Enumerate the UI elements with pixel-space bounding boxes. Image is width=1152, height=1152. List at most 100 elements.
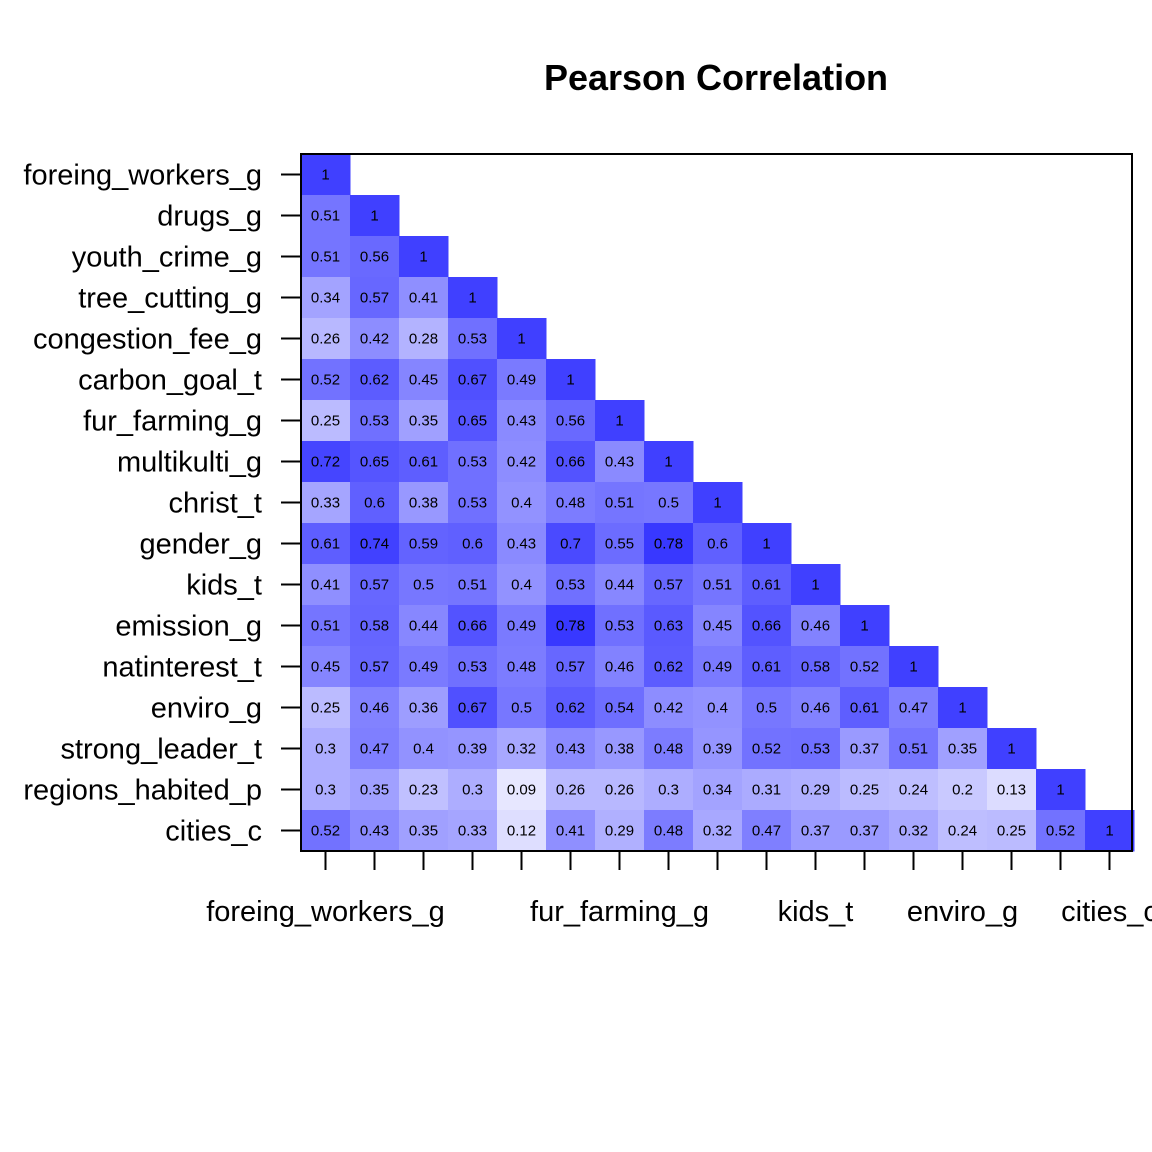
cell-value-label: 0.57	[360, 290, 389, 307]
heatmap-cell-cities_c-drugs_g	[350, 810, 400, 852]
cell-value-label: 0.53	[556, 577, 585, 594]
heatmap-cell-carbon_goal_t-drugs_g	[350, 359, 400, 401]
heatmap-cell-natinterest_t-emission_g	[840, 646, 890, 688]
cell-value-label: 0.6	[707, 536, 728, 553]
cell-value-label: 0.2	[952, 782, 973, 799]
heatmap-cell-kids_t-gender_g	[742, 564, 792, 606]
heatmap-cell-congestion_fee_g-foreing_workers_g	[301, 318, 351, 360]
heatmap-cell-enviro_g-congestion_fee_g	[497, 687, 547, 729]
heatmap-cell-youth_crime_g-foreing_workers_g	[301, 236, 351, 278]
heatmap-cell-cities_c-natinterest_t	[889, 810, 939, 852]
heatmap-cell-kids_t-youth_crime_g	[399, 564, 449, 606]
heatmap-cell-strong_leader_t-gender_g	[742, 728, 792, 770]
heatmap-cell-enviro_g-drugs_g	[350, 687, 400, 729]
heatmap-cell-enviro_g-gender_g	[742, 687, 792, 729]
heatmap-cell-cities_c-gender_g	[742, 810, 792, 852]
cell-value-label: 0.36	[409, 700, 438, 717]
x-tick-label: kids_t	[778, 896, 854, 928]
heatmap-cell-enviro_g-emission_g	[840, 687, 890, 729]
heatmap-cell-regions_habited_p-regions_habited_p	[1036, 769, 1086, 811]
heatmap-cell-strong_leader_t-multikulti_g	[644, 728, 694, 770]
cell-value-label: 0.51	[311, 618, 340, 635]
heatmap-cell-christ_t-christ_t	[693, 482, 743, 524]
heatmap-cell-enviro_g-carbon_goal_t	[546, 687, 596, 729]
cell-value-label: 0.38	[605, 741, 634, 758]
heatmap-cell-cities_c-christ_t	[693, 810, 743, 852]
y-tick-label: multikulti_g	[117, 447, 262, 479]
cell-value-label: 0.55	[605, 536, 634, 553]
heatmap-cell-cities_c-multikulti_g	[644, 810, 694, 852]
cell-value-label: 0.66	[556, 454, 585, 471]
cell-value-label: 0.42	[360, 331, 389, 348]
heatmap-cell-cities_c-enviro_g	[938, 810, 988, 852]
cell-value-label: 0.6	[462, 536, 483, 553]
cell-value-label: 0.62	[654, 659, 683, 676]
cell-value-label: 0.51	[311, 208, 340, 225]
cell-value-label: 0.66	[458, 618, 487, 635]
y-tick-label: tree_cutting_g	[78, 283, 262, 315]
heatmap-cell-regions_habited_p-youth_crime_g	[399, 769, 449, 811]
cell-value-label: 0.4	[413, 741, 434, 758]
cell-value-label: 1	[370, 208, 378, 225]
heatmap-cell-emission_g-christ_t	[693, 605, 743, 647]
cell-value-label: 1	[517, 331, 525, 348]
cell-value-label: 0.66	[752, 618, 781, 635]
y-tick-label: foreing_workers_g	[23, 160, 262, 192]
heatmap-cell-enviro_g-foreing_workers_g	[301, 687, 351, 729]
x-tick-label: fur_farming_g	[530, 896, 709, 928]
heatmap-cell-emission_g-drugs_g	[350, 605, 400, 647]
cell-value-label: 0.24	[948, 823, 977, 840]
heatmap-cell-emission_g-foreing_workers_g	[301, 605, 351, 647]
y-tick-label: regions_habited_p	[23, 775, 262, 807]
cell-value-label: 0.5	[658, 495, 679, 512]
heatmap-cell-natinterest_t-fur_farming_g	[595, 646, 645, 688]
cell-value-label: 0.49	[507, 618, 536, 635]
cell-value-label: 0.52	[752, 741, 781, 758]
cell-value-label: 0.47	[360, 741, 389, 758]
cell-value-label: 0.45	[311, 659, 340, 676]
cell-value-label: 0.54	[605, 700, 634, 717]
heatmap-cell-cities_c-cities_c	[1085, 810, 1135, 852]
cell-value-label: 0.4	[707, 700, 728, 717]
heatmap-cell-gender_g-drugs_g	[350, 523, 400, 565]
cell-value-label: 0.29	[801, 782, 830, 799]
x-tick-label: cities_c	[1061, 896, 1152, 928]
heatmap-cell-multikulti_g-fur_farming_g	[595, 441, 645, 483]
heatmap-cell-natinterest_t-tree_cutting_g	[448, 646, 498, 688]
cell-value-label: 0.41	[311, 577, 340, 594]
cell-value-label: 0.46	[801, 618, 830, 635]
cell-value-label: 0.3	[462, 782, 483, 799]
cell-value-label: 0.41	[409, 290, 438, 307]
cell-value-label: 1	[909, 659, 917, 676]
cell-value-label: 0.67	[458, 700, 487, 717]
heatmap-cell-cities_c-fur_farming_g	[595, 810, 645, 852]
heatmap-cell-regions_habited_p-emission_g	[840, 769, 890, 811]
cell-value-label: 0.53	[458, 495, 487, 512]
cell-value-label: 0.3	[658, 782, 679, 799]
y-tick-label: carbon_goal_t	[78, 365, 262, 397]
cell-value-label: 0.25	[311, 413, 340, 430]
heatmap-cell-cities_c-strong_leader_t	[987, 810, 1037, 852]
cell-value-label: 0.59	[409, 536, 438, 553]
heatmap-cell-strong_leader_t-enviro_g	[938, 728, 988, 770]
y-tick-label: cities_c	[165, 816, 262, 848]
cell-value-label: 0.52	[311, 372, 340, 389]
heatmap-cell-drugs_g-drugs_g	[350, 195, 400, 237]
heatmap-cell-strong_leader_t-drugs_g	[350, 728, 400, 770]
heatmap-cell-natinterest_t-drugs_g	[350, 646, 400, 688]
heatmap-cell-emission_g-carbon_goal_t	[546, 605, 596, 647]
heatmap-cell-multikulti_g-youth_crime_g	[399, 441, 449, 483]
heatmap-cell-cities_c-congestion_fee_g	[497, 810, 547, 852]
y-tick-label: congestion_fee_g	[33, 324, 262, 356]
cell-value-label: 0.44	[605, 577, 634, 594]
cell-value-label: 0.51	[899, 741, 928, 758]
cell-value-label: 0.44	[409, 618, 438, 635]
cell-value-label: 0.3	[315, 741, 336, 758]
heatmap-cell-enviro_g-tree_cutting_g	[448, 687, 498, 729]
cell-value-label: 0.35	[409, 413, 438, 430]
heatmap-cell-emission_g-tree_cutting_g	[448, 605, 498, 647]
cell-value-label: 1	[958, 700, 966, 717]
cell-value-label: 1	[664, 454, 672, 471]
heatmap-cell-natinterest_t-multikulti_g	[644, 646, 694, 688]
cell-value-label: 0.31	[752, 782, 781, 799]
